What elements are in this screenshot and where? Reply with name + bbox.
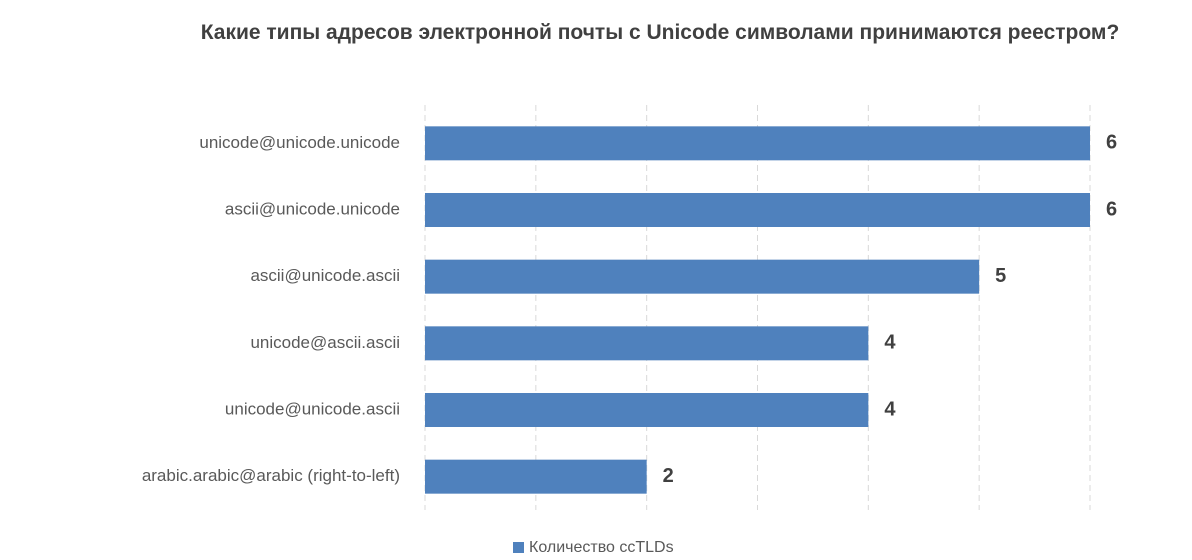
data-label: 4 xyxy=(884,398,896,420)
bar xyxy=(425,193,1090,227)
y-tick-label: unicode@unicode.unicode xyxy=(199,133,400,152)
data-label: 6 xyxy=(1106,198,1117,220)
bar xyxy=(425,126,1090,161)
y-tick-label: arabic.arabic@arabic (right-to-left) xyxy=(142,466,400,485)
chart-title: Какие типы адресов электронной почты с U… xyxy=(200,21,1120,44)
bar xyxy=(425,459,647,494)
legend-label: Количество ccTLDs xyxy=(529,539,674,556)
bar xyxy=(425,393,869,427)
y-tick-label: unicode@ascii.ascii xyxy=(250,333,400,352)
y-tick-label: unicode@unicode.ascii xyxy=(225,399,400,418)
data-label: 2 xyxy=(663,465,674,487)
y-tick-label: ascii@unicode.unicode xyxy=(225,199,400,218)
data-label: 4 xyxy=(884,332,896,354)
data-label: 5 xyxy=(995,265,1006,287)
data-label: 6 xyxy=(1106,132,1117,154)
legend-swatch xyxy=(513,542,524,553)
bar xyxy=(425,259,980,294)
bar xyxy=(425,326,869,361)
y-tick-label: ascii@unicode.ascii xyxy=(250,266,400,285)
